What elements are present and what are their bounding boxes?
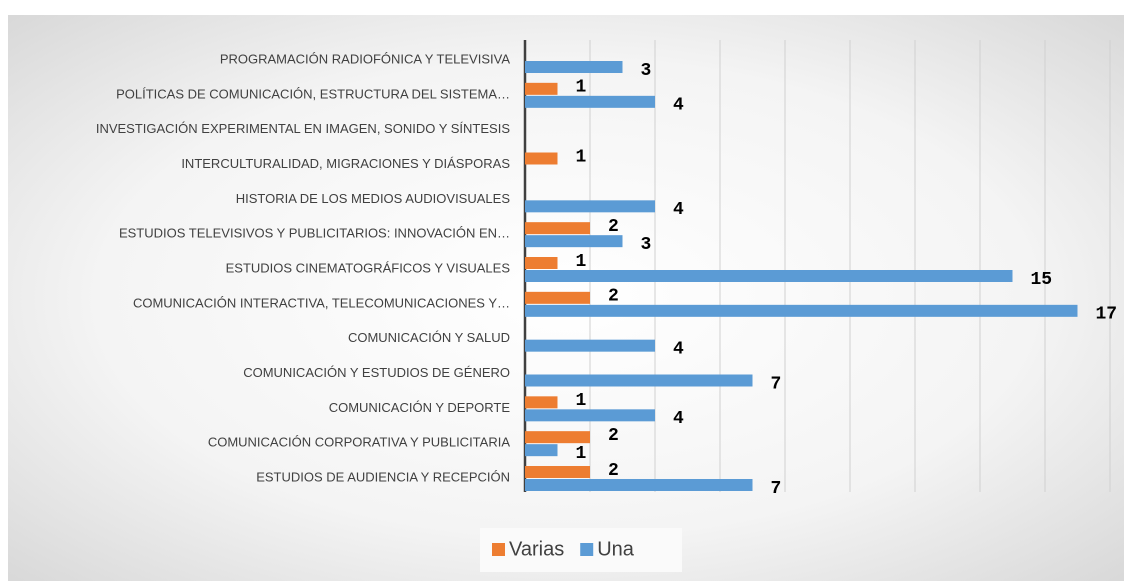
bar	[525, 339, 655, 352]
category-label: INVESTIGACIÓN EXPERIMENTAL EN IMAGEN, SO…	[96, 121, 510, 136]
value-label: 15	[1031, 270, 1053, 290]
bar	[525, 82, 558, 95]
category-label: ESTUDIOS TELEVISIVOS Y PUBLICITARIOS: IN…	[119, 226, 510, 241]
bar	[525, 374, 753, 387]
value-label: 1	[576, 252, 587, 272]
category-label: COMUNICACIÓN INTERACTIVA, TELECOMUNICACI…	[133, 295, 510, 310]
category-label: COMUNICACIÓN CORPORATIVA Y PUBLICITARIA	[208, 435, 511, 450]
value-label: 7	[771, 479, 782, 499]
value-label: 3	[641, 61, 652, 81]
category-label: COMUNICACIÓN Y DEPORTE	[329, 400, 511, 415]
value-label: 3	[641, 235, 652, 255]
legend-swatch	[492, 543, 505, 556]
value-label: 4	[673, 339, 684, 359]
value-label: 1	[576, 391, 587, 411]
category-label: POLÍTICAS DE COMUNICACIÓN, ESTRUCTURA DE…	[116, 86, 510, 101]
bar	[525, 409, 655, 422]
category-label: COMUNICACIÓN Y ESTUDIOS DE GÉNERO	[243, 365, 510, 380]
value-label: 1	[576, 147, 587, 167]
bar	[525, 396, 558, 409]
category-label: INTERCULTURALIDAD, MIGRACIONES Y DIÁSPOR…	[181, 156, 510, 171]
bar	[525, 222, 590, 235]
category-label: HISTORIA DE LOS MEDIOS AUDIOVISUALES	[236, 191, 511, 206]
bar	[525, 270, 1013, 282]
legend-label: Varias	[509, 538, 564, 560]
value-label: 2	[608, 287, 619, 307]
bar	[525, 235, 623, 248]
bar	[525, 431, 590, 444]
value-label: 4	[673, 409, 684, 429]
value-label: 1	[576, 78, 587, 98]
value-label: 4	[673, 96, 684, 116]
legend-swatch	[580, 543, 594, 556]
bar	[525, 291, 590, 304]
bar	[525, 466, 590, 478]
category-label: ESTUDIOS DE AUDIENCIA Y RECEPCIÓN	[256, 469, 510, 484]
category-label: ESTUDIOS CINEMATOGRÁFICOS Y VISUALES	[226, 260, 511, 275]
value-label: 4	[673, 200, 684, 220]
bar	[525, 200, 655, 213]
value-label: 7	[771, 374, 782, 394]
value-label: 2	[608, 461, 619, 481]
value-label: 2	[608, 426, 619, 446]
bar	[525, 479, 753, 491]
bar	[525, 444, 558, 457]
category-label: COMUNICACIÓN Y SALUD	[348, 330, 510, 345]
bar	[525, 61, 623, 73]
value-label: 2	[608, 217, 619, 237]
value-label: 17	[1096, 305, 1118, 325]
category-label: PROGRAMACIÓN RADIOFÓNICA Y TELEVISIVA	[220, 51, 510, 66]
bar	[525, 257, 558, 269]
legend-label: Una	[597, 538, 635, 560]
bar	[525, 152, 558, 165]
bar	[525, 95, 655, 108]
bar	[525, 304, 1078, 317]
value-label: 1	[576, 444, 587, 464]
